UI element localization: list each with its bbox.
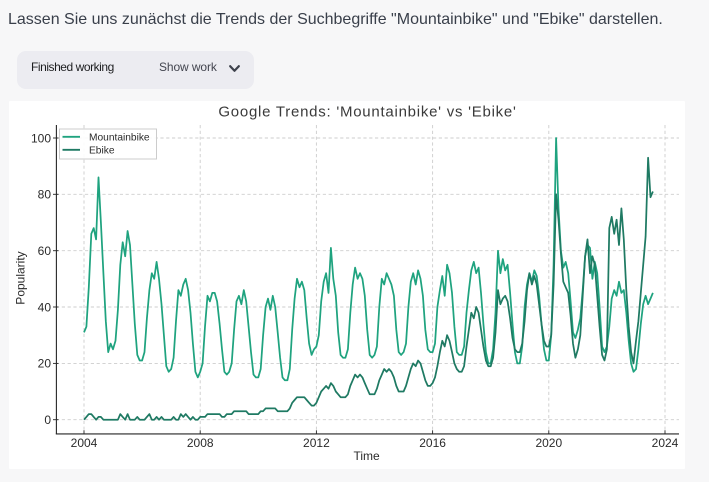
svg-text:0: 0	[44, 413, 51, 427]
svg-text:Mountainbike: Mountainbike	[89, 133, 150, 144]
svg-text:2012: 2012	[303, 436, 330, 450]
svg-text:Ebike: Ebike	[89, 146, 115, 157]
svg-text:20: 20	[38, 357, 52, 371]
svg-text:Google Trends: 'Mountainbike': Google Trends: 'Mountainbike' vs 'Ebike'	[218, 103, 516, 120]
svg-text:2008: 2008	[187, 436, 214, 450]
svg-text:2020: 2020	[535, 436, 562, 450]
svg-text:2004: 2004	[71, 436, 98, 450]
svg-text:Time: Time	[353, 449, 380, 463]
svg-text:60: 60	[38, 244, 52, 258]
svg-text:2024: 2024	[652, 436, 679, 450]
svg-text:100: 100	[31, 131, 51, 145]
svg-text:2016: 2016	[419, 436, 446, 450]
svg-text:40: 40	[38, 300, 52, 314]
svg-text:Popularity: Popularity	[14, 251, 28, 304]
svg-text:80: 80	[38, 188, 52, 202]
